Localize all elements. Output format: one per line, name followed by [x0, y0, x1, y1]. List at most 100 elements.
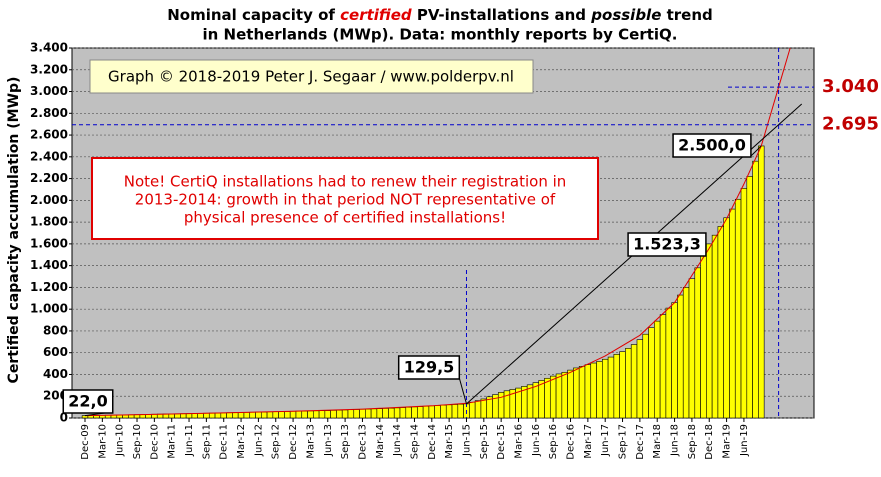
bar: [711, 234, 719, 419]
y-tick-label: 1.400: [30, 258, 68, 272]
reference-label: 3.040: [822, 76, 879, 97]
y-tick-label: 2.600: [30, 128, 68, 142]
x-tick-label: Dec-18: [704, 424, 715, 460]
y-tick-label: 2.400: [30, 149, 68, 163]
callout-connector: [750, 145, 762, 157]
x-tick-label: Dec-13: [357, 424, 368, 460]
bar: [249, 411, 256, 419]
x-tick-label: Jun-17: [600, 424, 611, 457]
bar: [428, 405, 435, 419]
bar: [330, 410, 337, 419]
bar: [480, 398, 488, 419]
y-tick-label: 1.000: [30, 302, 68, 316]
x-tick-label: Dec-16: [566, 424, 577, 460]
bar: [607, 356, 615, 419]
value-label: 22,0: [68, 392, 107, 411]
bar: [451, 404, 459, 419]
bars: [72, 47, 814, 419]
bar: [243, 412, 251, 419]
title-part: PV-installations and: [412, 6, 592, 24]
x-tick-label: Sep-18: [687, 424, 698, 459]
x-tick-label: Mar-15: [444, 424, 455, 459]
bar: [694, 267, 701, 419]
bar: [677, 294, 684, 419]
x-tick-label: Dec-15: [496, 424, 507, 460]
x-tick-label: Mar-14: [375, 424, 386, 459]
bar: [324, 410, 331, 419]
x-tick-label: Sep-11: [201, 424, 212, 459]
bar: [445, 404, 453, 419]
bar: [567, 369, 574, 419]
bar: [405, 406, 412, 419]
bar: [636, 339, 644, 419]
note-line: physical presence of certified installat…: [184, 209, 506, 227]
x-tick-label: Sep-12: [271, 424, 282, 459]
bar: [625, 348, 632, 419]
chart-title: Nominal capacity of certified PV-install…: [167, 6, 713, 24]
trend-line: [84, 48, 791, 417]
reference-label: 2.695: [822, 114, 879, 135]
bar: [434, 405, 441, 419]
x-tick-label: Jun-16: [531, 424, 542, 457]
x-tick-label: Dec-14: [427, 424, 438, 460]
y-tick-label: 2.800: [30, 106, 68, 120]
bar: [341, 409, 349, 419]
bar: [214, 412, 222, 419]
bar: [700, 251, 707, 419]
bar: [740, 188, 748, 419]
x-tick-label: Jun-12: [253, 424, 264, 457]
x-tick-label: Mar-12: [236, 424, 247, 459]
bar: [619, 351, 626, 419]
bar: [457, 403, 464, 419]
y-axis-label: Certified capacity accumulation (MWp): [6, 77, 22, 384]
bar: [289, 410, 297, 419]
bar: [642, 333, 649, 419]
y-tick-label: 600: [43, 345, 68, 359]
credit-box: [89, 59, 534, 94]
bar: [301, 410, 308, 419]
bar: [671, 302, 678, 419]
x-tick-label: Jun-14: [392, 424, 403, 457]
bar: [596, 361, 603, 419]
value-label: 129,5: [404, 358, 455, 377]
bar: [654, 320, 661, 419]
bar: [474, 400, 482, 419]
bar: [630, 344, 638, 419]
y-tick-label: 1.200: [30, 280, 68, 294]
y-tick-label: 1.600: [30, 236, 68, 250]
y-tick-label: 2.200: [30, 171, 68, 185]
x-tick-label: Mar-19: [722, 424, 733, 459]
x-tick-label: Mar-16: [514, 424, 525, 459]
bar: [272, 411, 279, 419]
y-tick-label: 1.800: [30, 215, 68, 229]
callout-connector: [458, 377, 467, 405]
bar: [365, 408, 372, 419]
bar: [220, 412, 227, 419]
bar: [532, 382, 540, 419]
credit: Graph © 2018-2019 Peter J. Segaar / www.…: [108, 68, 514, 86]
chart-subtitle: in Netherlands (MWp). Data: monthly repo…: [203, 26, 678, 44]
bar: [411, 406, 418, 419]
bar: [717, 226, 724, 419]
bar: [417, 406, 424, 419]
bar: [578, 366, 586, 419]
x-tick-label: Mar-10: [97, 424, 108, 459]
bar: [590, 362, 597, 419]
bar: [665, 307, 672, 419]
bar: [682, 287, 690, 419]
bar: [382, 408, 389, 419]
bar: [347, 409, 355, 419]
bar: [399, 407, 407, 419]
x-tick-label: Jun-10: [115, 424, 126, 457]
bar: [549, 375, 557, 419]
x-tick-label: Sep-17: [618, 424, 629, 459]
bar: [584, 364, 592, 419]
y-tick-label: 800: [43, 323, 68, 337]
note-line: 2013-2014: growth in that period NOT rep…: [135, 191, 556, 209]
bar: [203, 412, 210, 419]
title-part: trend: [661, 6, 712, 24]
y-tick-label: 0: [60, 411, 68, 425]
x-tick-label: Mar-18: [652, 424, 663, 459]
